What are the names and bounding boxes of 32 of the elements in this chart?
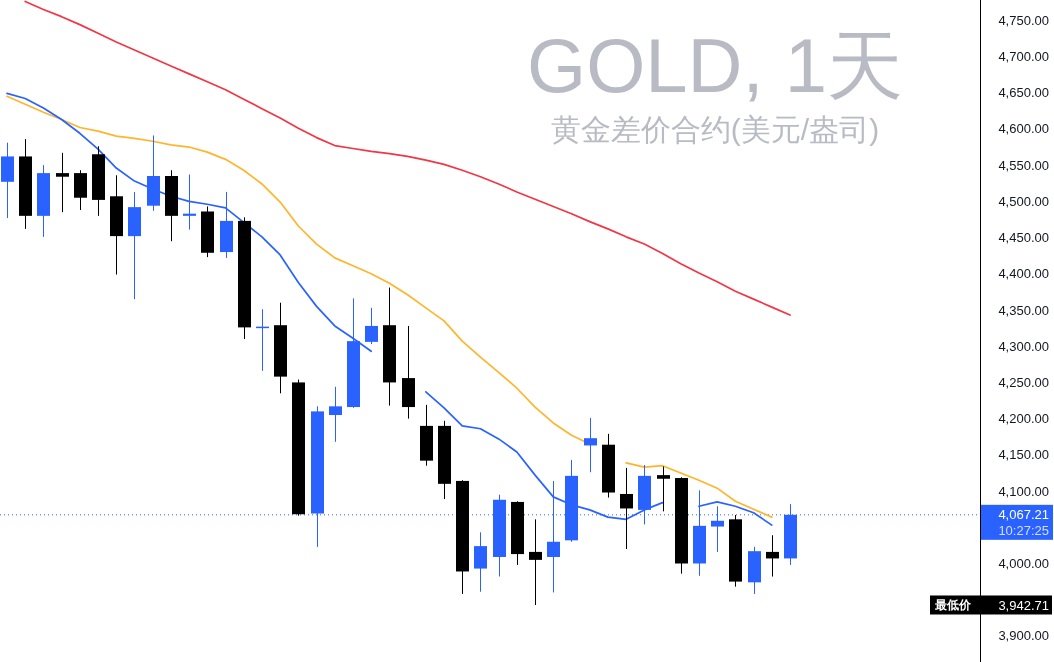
ref-line-label: 4,067.21 <box>998 507 1049 523</box>
y-tick-label: 4,300.00 <box>998 338 1049 354</box>
y-tick-label: 4,500.00 <box>998 193 1049 209</box>
y-tick-label: 4,700.00 <box>998 49 1049 65</box>
candlestick <box>657 465 670 512</box>
y-tick-label: 4,600.00 <box>998 121 1049 137</box>
y-tick-label: 4,100.00 <box>998 483 1049 499</box>
text: 10:27:25 <box>998 523 1049 539</box>
candlestick <box>620 467 633 550</box>
candlestick <box>365 307 378 345</box>
chart-title: GOLD, 1天 <box>527 23 903 108</box>
y-tick-label: 4,200.00 <box>998 411 1049 427</box>
candlestick <box>183 174 196 231</box>
y-tick-label: 4,150.00 <box>998 447 1049 463</box>
y-tick-label: 4,400.00 <box>998 266 1049 282</box>
text: 3,942.71 <box>998 597 1049 613</box>
y-tick-label: 4,750.00 <box>998 12 1049 28</box>
y-tick-label: 4,650.00 <box>998 85 1049 101</box>
y-tick-label: 4,250.00 <box>998 374 1049 390</box>
candlestick <box>766 534 779 578</box>
y-tick-label: 4,000.00 <box>998 556 1049 572</box>
y-tick-label: 4,450.00 <box>998 230 1049 246</box>
candlestick <box>329 386 342 443</box>
candlestick <box>529 518 542 606</box>
y-tick-label: 3,900.00 <box>998 628 1049 644</box>
candlestick <box>584 417 597 473</box>
text: 最低价 <box>934 598 972 613</box>
text: 黄金差价合约(美元/盎司) <box>550 113 880 146</box>
y-tick-label: 4,550.00 <box>998 157 1049 173</box>
candlestick <box>56 152 69 213</box>
y-tick-label: 4,350.00 <box>998 302 1049 318</box>
candlestick <box>474 531 487 593</box>
